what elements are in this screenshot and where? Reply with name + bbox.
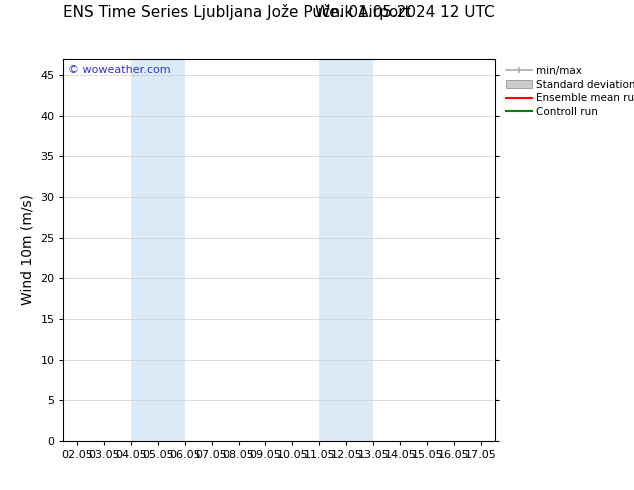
Text: ENS Time Series Ljubljana Jože Pučnik Airport: ENS Time Series Ljubljana Jože Pučnik Ai… [63,3,411,20]
Bar [320,59,373,441]
Y-axis label: Wind 10m (m/s): Wind 10m (m/s) [21,195,35,305]
Text: We. 01.05.2024 12 UTC: We. 01.05.2024 12 UTC [315,4,495,20]
Legend: min/max, Standard deviation, Ensemble mean run, Controll run: min/max, Standard deviation, Ensemble me… [504,64,634,119]
Bar [131,59,184,441]
Text: © woweather.com: © woweather.com [68,65,171,74]
